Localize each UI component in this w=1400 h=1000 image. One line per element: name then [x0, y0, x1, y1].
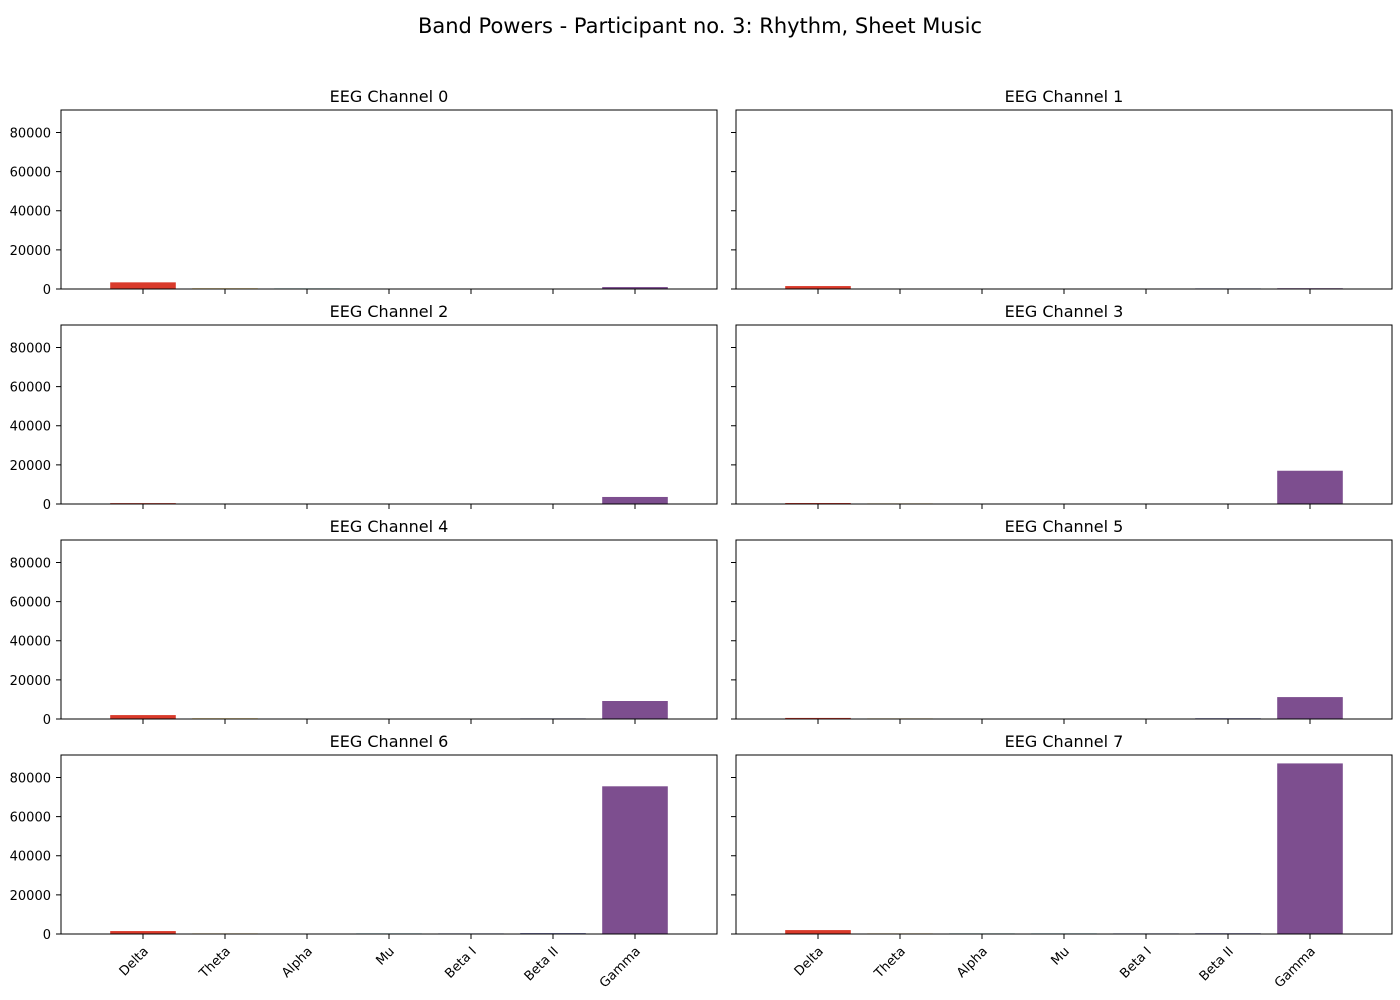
y-tick-label: 20000: [10, 889, 51, 904]
x-tick-label: Beta I: [1117, 944, 1154, 981]
panel-title: EEG Channel 2: [330, 302, 449, 321]
panel-title: EEG Channel 5: [1005, 517, 1124, 536]
x-tick-label: Gamma: [597, 944, 644, 991]
panel-title: EEG Channel 1: [1005, 87, 1124, 106]
panel-6: EEG Channel 6 0 20000 40000 60000 80000 Delta T…: [10, 732, 718, 991]
panel-3: EEG Channel 3: [731, 302, 1393, 509]
y-tick-label: 40000: [10, 205, 51, 220]
bar: [1277, 763, 1343, 934]
y-tick-label: 20000: [10, 459, 51, 474]
panel-title: EEG Channel 3: [1005, 302, 1124, 321]
x-tick-label: Delta: [117, 944, 152, 979]
x-tick-label: Theta: [871, 944, 909, 982]
y-tick-label: 20000: [10, 244, 51, 259]
x-tick-label: Alpha: [954, 944, 991, 981]
bar: [602, 786, 668, 934]
x-tick-label: Mu: [373, 944, 397, 968]
bar: [602, 287, 668, 289]
x-tick-label: Gamma: [1272, 944, 1319, 991]
y-tick-label: 40000: [10, 850, 51, 865]
y-tick-label: 80000: [10, 771, 51, 786]
bar: [602, 701, 668, 719]
axes-frame: [735, 109, 1393, 290]
bar: [785, 717, 851, 719]
x-tick-label: Theta: [196, 944, 234, 982]
y-tick-label: 0: [43, 713, 51, 728]
y-tick-label: 60000: [10, 811, 51, 826]
bar: [785, 286, 851, 289]
y-tick-label: 80000: [10, 341, 51, 356]
panel-title: EEG Channel 4: [330, 517, 449, 536]
y-tick-label: 0: [43, 283, 51, 298]
y-tick-label: 20000: [10, 674, 51, 689]
x-tick-label: Delta: [792, 944, 827, 979]
panel-4: EEG Channel 4 0 20000 40000 60000 80000: [10, 517, 718, 728]
bar: [602, 496, 668, 504]
y-tick-label: 80000: [10, 556, 51, 571]
y-tick-label: 0: [43, 928, 51, 943]
bar: [110, 715, 176, 719]
y-tick-label: 60000: [10, 381, 51, 396]
figure-title: Band Powers - Participant no. 3: Rhythm,…: [417, 14, 983, 38]
x-tick-label: Beta II: [522, 944, 562, 984]
bar: [110, 282, 176, 289]
panel-title: EEG Channel 7: [1005, 732, 1124, 751]
x-tick-label: Beta II: [1197, 944, 1237, 984]
x-tick-label: Alpha: [279, 944, 316, 981]
panel-1: EEG Channel 1: [731, 87, 1393, 294]
bar: [1277, 470, 1343, 504]
bar: [110, 931, 176, 934]
y-tick-label: 40000: [10, 635, 51, 650]
axes-frame: [60, 324, 718, 505]
x-tick-label: Beta I: [442, 944, 479, 981]
y-tick-label: 40000: [10, 420, 51, 435]
bar: [785, 930, 851, 934]
axes-frame: [735, 539, 1393, 720]
y-tick-label: 0: [43, 498, 51, 513]
bar: [1277, 697, 1343, 719]
panel-title: EEG Channel 0: [330, 87, 449, 106]
y-tick-label: 80000: [10, 126, 51, 141]
panel-7: EEG Channel 7 Delta Theta Alpha Mu Beta I Beta…: [731, 732, 1393, 991]
y-tick-label: 60000: [10, 596, 51, 611]
panel-0: EEG Channel 0 0 20000 40000 60000 80000: [10, 87, 718, 298]
panel-2: EEG Channel 2 0 20000 40000 60000 80000: [10, 302, 718, 513]
axes-frame: [60, 539, 718, 720]
panel-title: EEG Channel 6: [330, 732, 449, 751]
y-tick-label: 60000: [10, 166, 51, 181]
x-tick-label: Mu: [1048, 944, 1072, 968]
panel-5: EEG Channel 5: [731, 517, 1393, 724]
axes-frame: [60, 109, 718, 290]
